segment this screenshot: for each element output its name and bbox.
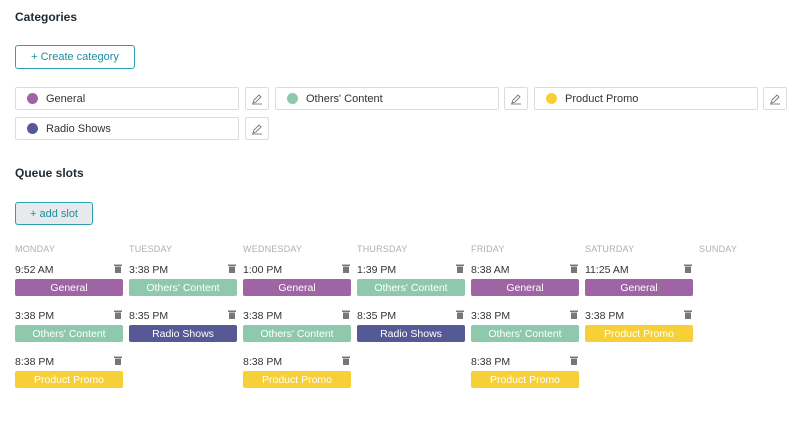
trash-icon[interactable]	[342, 264, 350, 273]
trash-icon[interactable]	[570, 356, 578, 365]
slot-time: 3:38 PM	[243, 310, 283, 322]
trash-icon[interactable]	[114, 356, 122, 365]
slot-time: 1:00 PM	[243, 264, 283, 276]
add-slot-button[interactable]: + add slot	[15, 202, 93, 225]
trash-icon[interactable]	[114, 264, 122, 273]
slot-category-badge[interactable]: Product Promo	[585, 325, 693, 342]
trash-icon[interactable]	[456, 310, 464, 319]
color-dot	[27, 123, 38, 134]
slot-category-badge[interactable]: Product Promo	[243, 371, 351, 388]
day-sunday: SUNDAY	[699, 244, 738, 254]
slot-category-badge[interactable]: Radio Shows	[357, 325, 465, 342]
queue-slots-heading: Queue slots	[15, 166, 84, 180]
category-name: General	[46, 92, 86, 105]
slot-time: 1:39 PM	[357, 264, 397, 276]
slot-time: 11:25 AM	[585, 264, 629, 276]
day-wednesday: WEDNESDAY	[243, 244, 303, 254]
day-monday: MONDAY	[15, 244, 56, 254]
day-tuesday: TUESDAY	[129, 244, 173, 254]
trash-icon[interactable]	[342, 310, 350, 319]
category-name: Others' Content	[306, 92, 383, 105]
slot-time: 3:38 PM	[471, 310, 511, 322]
trash-icon[interactable]	[684, 310, 692, 319]
edit-radio-shows-button[interactable]	[245, 117, 269, 140]
day-thursday: THURSDAY	[357, 244, 408, 254]
category-others-content: Others' Content	[275, 87, 499, 110]
pencil-icon	[252, 93, 262, 104]
slot-time: 3:38 PM	[15, 310, 55, 322]
slot-time: 8:35 PM	[357, 310, 397, 322]
color-dot	[27, 93, 38, 104]
trash-icon[interactable]	[228, 310, 236, 319]
slot-category-badge[interactable]: Others' Content	[15, 325, 123, 342]
pencil-icon	[770, 93, 780, 104]
slot-category-badge[interactable]: Product Promo	[471, 371, 579, 388]
slot-time: 3:38 PM	[585, 310, 625, 322]
edit-general-button[interactable]	[245, 87, 269, 110]
slot-time: 8:38 AM	[471, 264, 510, 276]
category-product-promo: Product Promo	[534, 87, 758, 110]
trash-icon[interactable]	[684, 264, 692, 273]
slot-category-badge[interactable]: Others' Content	[471, 325, 579, 342]
categories-heading: Categories	[15, 10, 78, 24]
category-radio-shows: Radio Shows	[15, 117, 239, 140]
category-name: Product Promo	[565, 92, 639, 105]
category-name: Radio Shows	[46, 122, 111, 135]
slot-time: 8:35 PM	[129, 310, 169, 322]
trash-icon[interactable]	[570, 310, 578, 319]
slot-time: 9:52 AM	[15, 264, 54, 276]
color-dot	[546, 93, 557, 104]
slot-time: 3:38 PM	[129, 264, 169, 276]
slot-category-badge[interactable]: General	[243, 279, 351, 296]
slot-category-badge[interactable]: Others' Content	[243, 325, 351, 342]
slot-time: 8:38 PM	[471, 356, 511, 368]
create-category-button[interactable]: + Create category	[15, 45, 135, 69]
slot-category-badge[interactable]: General	[471, 279, 579, 296]
day-friday: FRIDAY	[471, 244, 505, 254]
color-dot	[287, 93, 298, 104]
category-general: General	[15, 87, 239, 110]
pencil-icon	[252, 123, 262, 134]
pencil-icon	[511, 93, 521, 104]
slot-category-badge[interactable]: Product Promo	[15, 371, 123, 388]
slot-time: 8:38 PM	[243, 356, 283, 368]
slot-category-badge[interactable]: General	[585, 279, 693, 296]
edit-others-content-button[interactable]	[504, 87, 528, 110]
trash-icon[interactable]	[570, 264, 578, 273]
slot-category-badge[interactable]: General	[15, 279, 123, 296]
trash-icon[interactable]	[114, 310, 122, 319]
slot-category-badge[interactable]: Others' Content	[129, 279, 237, 296]
trash-icon[interactable]	[228, 264, 236, 273]
edit-product-promo-button[interactable]	[763, 87, 787, 110]
slot-category-badge[interactable]: Others' Content	[357, 279, 465, 296]
day-saturday: SATURDAY	[585, 244, 635, 254]
trash-icon[interactable]	[456, 264, 464, 273]
slot-category-badge[interactable]: Radio Shows	[129, 325, 237, 342]
trash-icon[interactable]	[342, 356, 350, 365]
slot-time: 8:38 PM	[15, 356, 55, 368]
